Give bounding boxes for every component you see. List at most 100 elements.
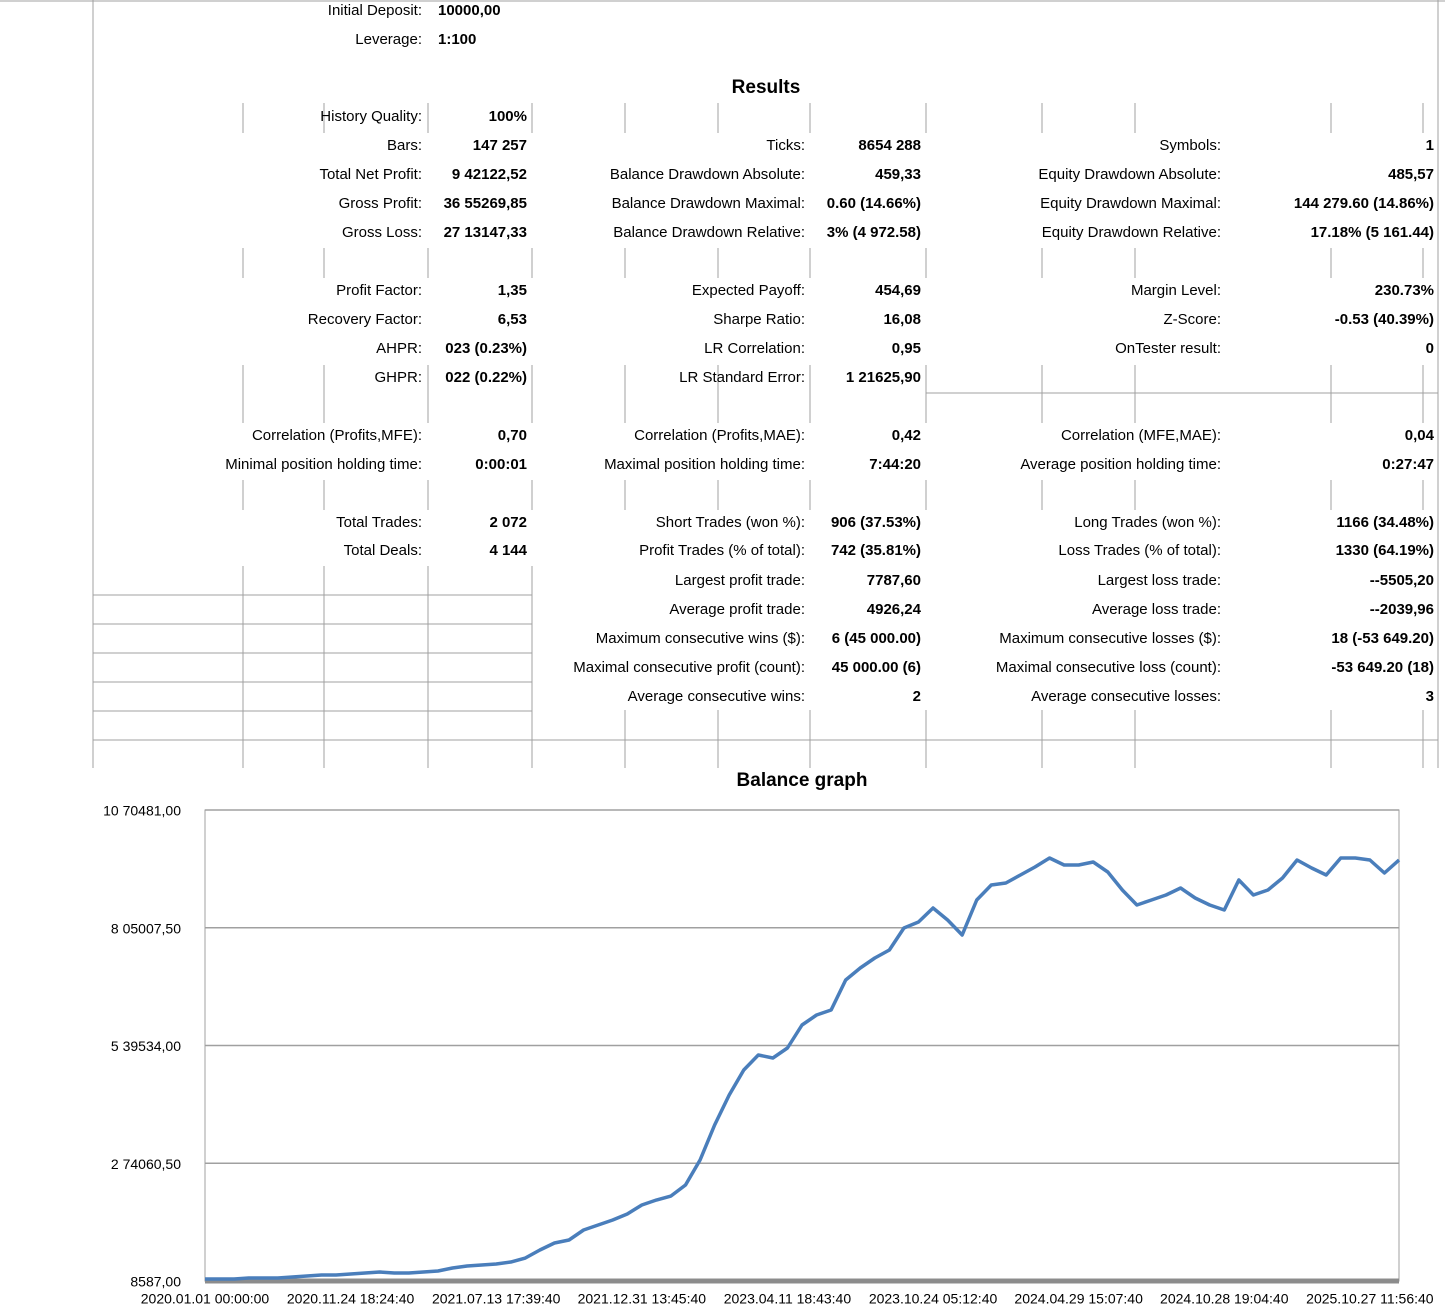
result-label: Total Trades:	[336, 514, 422, 531]
result-label: Bars:	[387, 137, 422, 154]
result-label: Gross Loss:	[342, 224, 422, 241]
result-label: Loss Trades (% of total):	[1058, 542, 1221, 559]
x-tick-label: 2024.04.29 15:07:40	[1014, 1291, 1143, 1307]
result-value: 9 42122,52	[452, 166, 527, 183]
result-value: 1	[1426, 137, 1434, 154]
result-label: Balance Drawdown Relative:	[613, 224, 805, 241]
x-tick-label: 2023.04.11 18:43:40	[724, 1291, 852, 1307]
result-value: 147 257	[473, 137, 527, 154]
result-label: Total Deals:	[344, 542, 422, 559]
result-value: 7:44:20	[869, 456, 921, 473]
result-label: Equity Drawdown Relative:	[1042, 224, 1221, 241]
result-label: Largest profit trade:	[675, 572, 805, 589]
result-label: Symbols:	[1159, 137, 1221, 154]
result-label: Recovery Factor:	[308, 311, 422, 328]
result-label: Maximal position holding time:	[604, 456, 805, 473]
result-value: --5505,20	[1370, 572, 1434, 589]
result-value: 0.60 (14.66%)	[827, 195, 921, 212]
setting-value: 1:100	[438, 31, 476, 48]
result-label: Largest loss trade:	[1098, 572, 1221, 589]
table-frame	[0, 0, 1445, 768]
result-label: Minimal position holding time:	[225, 456, 422, 473]
setting-label: Initial Deposit:	[328, 2, 422, 19]
result-value: -0.53 (40.39%)	[1335, 311, 1434, 328]
result-label: History Quality:	[320, 108, 422, 125]
result-label: Average consecutive wins:	[628, 688, 805, 705]
result-value: -53 649.20 (18)	[1331, 659, 1434, 676]
result-label: Average position holding time:	[1020, 456, 1221, 473]
x-tick-label: 2020.01.01 00:00:00	[141, 1291, 270, 1307]
result-label: Average loss trade:	[1092, 601, 1221, 618]
result-value: 3	[1426, 688, 1434, 705]
result-label: Average consecutive losses:	[1031, 688, 1221, 705]
y-tick-label: 8 05007,50	[111, 920, 181, 936]
x-tick-label: 2021.12.31 13:45:40	[578, 1291, 707, 1307]
chart-title: Balance graph	[737, 770, 868, 791]
result-label: Profit Trades (% of total):	[639, 542, 805, 559]
result-label: LR Standard Error:	[679, 369, 805, 386]
result-value: 230.73%	[1375, 282, 1434, 299]
setting-value: 10000,00	[438, 2, 501, 19]
result-label: Maximum consecutive losses ($):	[999, 630, 1221, 647]
result-label: Margin Level:	[1131, 282, 1221, 299]
result-label: Gross Profit:	[339, 195, 422, 212]
result-value: 45 000.00 (6)	[832, 659, 921, 676]
result-label: OnTester result:	[1115, 340, 1221, 357]
result-value: 022 (0.22%)	[445, 369, 527, 386]
result-value: 742 (35.81%)	[831, 542, 921, 559]
x-tick-label: 2025.10.27 11:56:40	[1306, 1291, 1434, 1307]
result-value: 100%	[489, 108, 527, 125]
result-label: Maximum consecutive wins ($):	[596, 630, 805, 647]
result-value: 906 (37.53%)	[831, 514, 921, 531]
y-tick-label: 10 70481,00	[103, 803, 181, 819]
result-value: 36 55269,85	[444, 195, 527, 212]
result-value: 0:00:01	[475, 456, 527, 473]
result-label: Total Net Profit:	[319, 166, 422, 183]
result-value: 6 (45 000.00)	[832, 630, 921, 647]
result-label: GHPR:	[374, 369, 422, 386]
result-value: 1330 (64.19%)	[1336, 542, 1434, 559]
result-value: 17.18% (5 161.44)	[1311, 224, 1434, 241]
result-label: Maximal consecutive loss (count):	[996, 659, 1221, 676]
result-value: --2039,96	[1370, 601, 1434, 618]
result-label: Balance Drawdown Absolute:	[610, 166, 805, 183]
result-label: Sharpe Ratio:	[713, 311, 805, 328]
result-value: 4926,24	[867, 601, 922, 618]
result-value: 0,04	[1405, 427, 1435, 444]
result-label: Profit Factor:	[336, 282, 422, 299]
setting-label: Leverage:	[355, 31, 422, 48]
result-label: Z-Score:	[1163, 311, 1221, 328]
result-label: Long Trades (won %):	[1074, 514, 1221, 531]
result-label: Ticks:	[766, 137, 805, 154]
result-value: 485,57	[1388, 166, 1434, 183]
result-value: 2	[913, 688, 921, 705]
result-value: 16,08	[883, 311, 921, 328]
result-value: 27 13147,33	[444, 224, 527, 241]
result-label: Maximal consecutive profit (count):	[573, 659, 805, 676]
result-label: AHPR:	[376, 340, 422, 357]
result-value: 459,33	[875, 166, 921, 183]
result-value: 0:27:47	[1382, 456, 1434, 473]
result-value: 18 (-53 649.20)	[1331, 630, 1434, 647]
y-tick-label: 2 74060,50	[111, 1156, 181, 1172]
y-tick-label: 5 39534,00	[111, 1038, 181, 1054]
result-label: Expected Payoff:	[692, 282, 805, 299]
balance-line	[205, 856, 1401, 1281]
results-title: Results	[732, 77, 801, 98]
result-value: 0,70	[498, 427, 527, 444]
result-value: 6,53	[498, 311, 527, 328]
result-label: Equity Drawdown Absolute:	[1038, 166, 1221, 183]
result-label: Correlation (Profits,MAE):	[634, 427, 805, 444]
x-tick-label: 2020.11.24 18:24:40	[287, 1291, 415, 1307]
result-value: 4 144	[489, 542, 527, 559]
result-label: Equity Drawdown Maximal:	[1040, 195, 1221, 212]
result-label: Average profit trade:	[669, 601, 805, 618]
result-value: 1 21625,90	[846, 369, 921, 386]
result-label: Correlation (Profits,MFE):	[252, 427, 422, 444]
result-value: 0	[1426, 340, 1434, 357]
result-label: LR Correlation:	[704, 340, 805, 357]
result-value: 2 072	[489, 514, 527, 531]
result-value: 023 (0.23%)	[445, 340, 527, 357]
